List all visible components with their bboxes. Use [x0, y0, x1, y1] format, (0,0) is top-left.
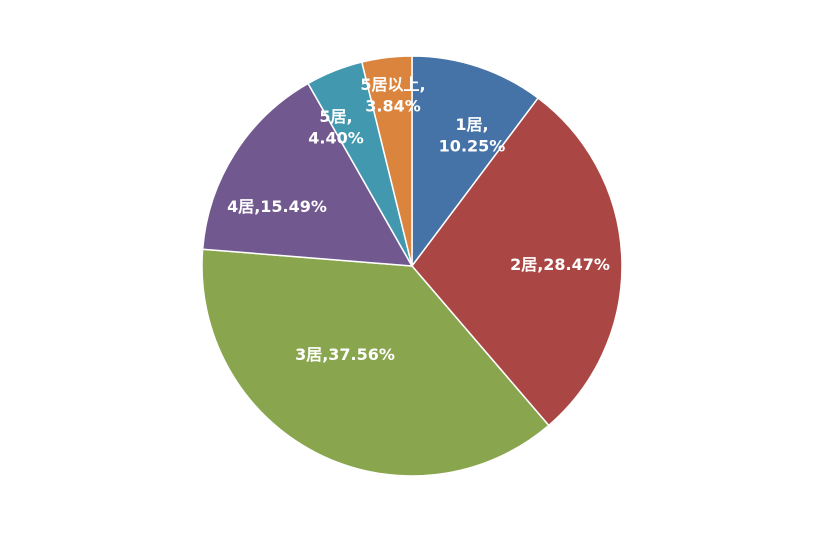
slices-layer: [201, 55, 623, 477]
pie-slice-6: [360, 55, 413, 267]
pie-slice-4: [201, 82, 414, 267]
data-label-6: 5居以上, 3.84%: [360, 75, 425, 116]
data-label-2: 2居,28.47%: [510, 255, 610, 274]
labels-layer: 1居, 10.25% 2居,28.47% 3居,37.56% 4居,15.49% 5居, 4…: [227, 75, 610, 364]
data-label-1: 1居, 10.25%: [439, 115, 506, 156]
pie-slice-1: [411, 55, 540, 269]
data-label-5: 5居, 4.40%: [308, 107, 364, 148]
data-label-4: 4居,15.49%: [227, 197, 327, 216]
pie-slice-2: [411, 97, 623, 427]
pie-slice-3: [201, 248, 550, 477]
data-label-3: 3居,37.56%: [295, 345, 395, 364]
